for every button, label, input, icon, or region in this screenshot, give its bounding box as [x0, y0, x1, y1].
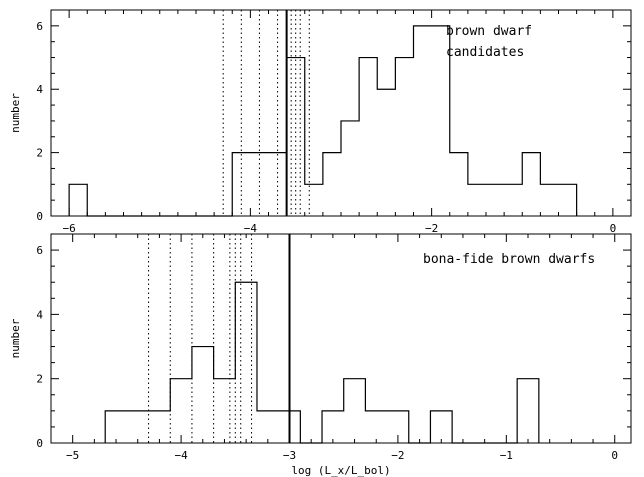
x-tick-label: −2: [425, 222, 438, 235]
histogram-bin: [69, 184, 87, 216]
histogram-bin: [341, 121, 359, 216]
plot-frame: [50, 233, 632, 444]
histogram-bin: [468, 184, 486, 216]
histogram-bin: [192, 347, 214, 443]
histogram-bin: [250, 153, 268, 216]
histogram-bin: [269, 153, 287, 216]
histogram-bin: [323, 153, 341, 216]
y-tick-label: 6: [36, 20, 43, 33]
x-tick-label: 0: [610, 222, 617, 235]
histogram-bin: [287, 58, 305, 216]
histogram-step-outline: [68, 25, 578, 217]
histogram-bin: [344, 379, 366, 443]
histogram-bin: [214, 379, 236, 443]
x-tick-label: −1: [500, 449, 513, 462]
histogram-bin: [517, 379, 539, 443]
x-tick-label: −4: [244, 222, 258, 235]
y-tick-label: 4: [36, 83, 43, 96]
x-tick-label: 0: [611, 449, 618, 462]
histogram-bin: [322, 411, 344, 443]
histogram-bin: [235, 282, 257, 443]
histogram-bin: [559, 184, 577, 216]
histogram-bin: [170, 379, 192, 443]
histogram-bin: [305, 184, 323, 216]
histogram-bin: [279, 411, 301, 443]
histogram-bin: [105, 411, 127, 443]
x-tick-label: −5: [66, 449, 79, 462]
y-tick-label: 2: [36, 147, 43, 160]
histogram-bin: [522, 153, 540, 216]
histogram-bin: [377, 89, 395, 216]
histogram-step-outline: [104, 281, 540, 444]
histogram-bin: [486, 184, 504, 216]
y-tick-label: 2: [36, 373, 43, 386]
y-tick-label: 0: [36, 210, 43, 223]
histogram-bin: [127, 411, 149, 443]
panel-bona-fide-brown-dwarfs: −5 −4 −3 −2 −1 0 0 2 4 6 number log (L_x/L_bol) bona…: [9, 233, 632, 477]
histogram-bin: [359, 58, 377, 216]
histogram-bin: [232, 153, 250, 216]
x-tick-label: −4: [174, 449, 188, 462]
x-tick-label: −2: [391, 449, 404, 462]
panel-label: candidates: [446, 45, 524, 60]
y-tick-label: 6: [36, 244, 43, 257]
x-tick-label: −3: [283, 449, 296, 462]
x-axis-title: log (L_x/L_bol): [291, 464, 390, 477]
histogram-bin: [395, 58, 413, 216]
panel-label: brown dwarf: [446, 24, 532, 39]
histogram-bin: [414, 26, 432, 216]
histogram-bin: [365, 411, 387, 443]
histogram-bin: [149, 411, 171, 443]
histogram-bin: [387, 411, 409, 443]
y-tick-label: 0: [36, 437, 43, 450]
x-tick-label: −6: [63, 222, 76, 235]
histogram-bin: [450, 153, 468, 216]
histogram-bin: [540, 184, 558, 216]
y-tick-label: 4: [36, 308, 43, 321]
histogram-bin: [504, 184, 522, 216]
y-axis-title: number: [9, 318, 22, 358]
panel-brown-dwarf-candidates: −6 −4 −2 0 0 2 4 6 number brown dwarf candidates: [9, 9, 632, 235]
histogram-bin: [257, 411, 279, 443]
y-axis-title: number: [9, 93, 22, 133]
histogram-bin: [430, 411, 452, 443]
panel-label: bona-fide brown dwarfs: [423, 252, 595, 267]
